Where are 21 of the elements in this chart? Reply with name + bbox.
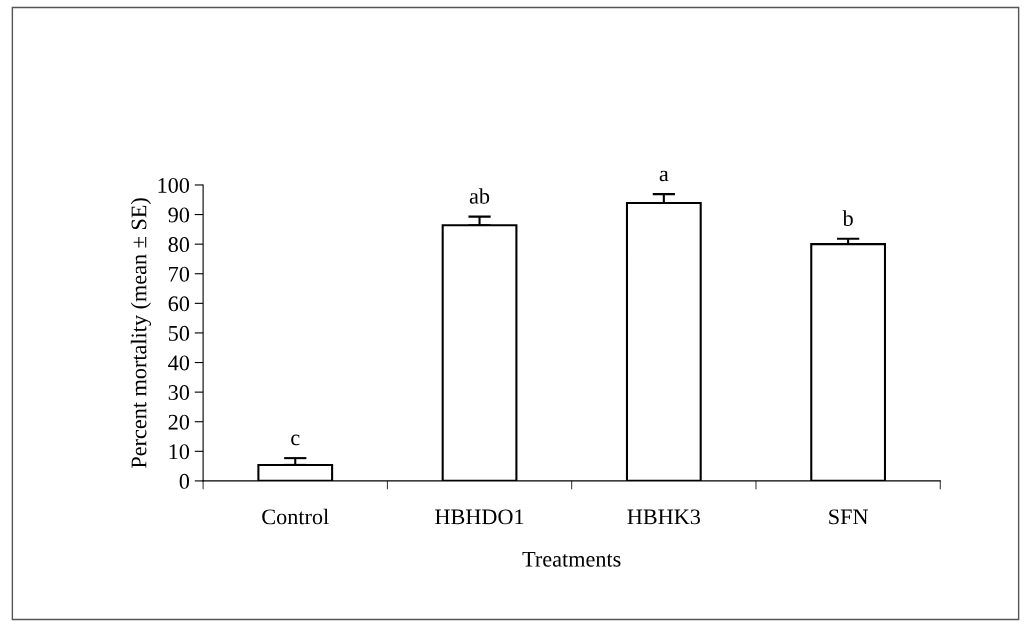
annotation: b [842, 210, 853, 226]
y-tick-label: 70 [169, 266, 190, 282]
x-tick-label: HBHDO1 [435, 509, 524, 525]
x-tick-label: Control [262, 508, 329, 525]
y-tick-label: 0 [179, 473, 190, 489]
y-tick-label: 80 [168, 237, 190, 253]
y-tick-label: 50 [168, 325, 190, 341]
y-tick-label: 60 [168, 296, 190, 312]
x-tick-label: SFN [829, 509, 868, 525]
annotation: ab [469, 188, 490, 204]
y-tick-label: 40 [168, 355, 190, 371]
x-tick-label: HBHK3 [627, 509, 700, 525]
y-tick-label: 10 [169, 444, 190, 460]
y-tick-label: 30 [168, 385, 190, 401]
annotation: c [291, 434, 300, 446]
x-axis-title: Treatments [522, 551, 621, 567]
y-tick-label: 100 [158, 177, 190, 193]
annotation: a [659, 170, 669, 182]
y-tick-label: 90 [168, 207, 190, 223]
y-axis-title: Percent mortality (mean ± SE) [130, 198, 152, 468]
y-tick-label: 20 [168, 414, 190, 430]
